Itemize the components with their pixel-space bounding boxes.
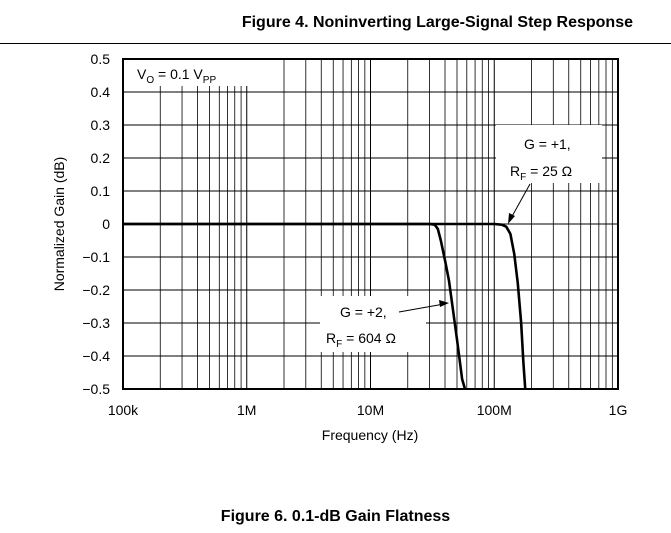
condition-label: VO = 0.1 VPP: [137, 66, 216, 86]
x-tick-labels: 100k 1M 10M 100M 1G: [108, 402, 628, 418]
x-axis-label: Frequency (Hz): [322, 427, 418, 443]
y-tick-labels: 0.5 0.4 0.3 0.2 0.1 0 −0.1 −0.2 −0.3 −0.4 −0.5: [82, 51, 110, 397]
series-layer: [123, 222, 527, 390]
annotation-g2-line1: G = +2,: [340, 304, 387, 320]
x-tick-label: 1G: [609, 402, 628, 418]
y-tick-label: 0.5: [91, 51, 111, 67]
y-tick-label: −0.2: [82, 282, 110, 298]
annotation-g2-arrow: [398, 303, 445, 313]
y-tick-label: 0: [102, 216, 110, 232]
y-tick-label: 0.1: [91, 183, 111, 199]
series-line-1: [123, 222, 527, 390]
y-tick-label: 0.3: [91, 117, 111, 133]
y-tick-label: 0.2: [91, 150, 111, 166]
y-tick-label: −0.4: [82, 348, 110, 364]
annotation-g1-arrowhead: [508, 213, 515, 224]
annotation-g2-arrowhead: [439, 300, 449, 307]
y-tick-label: 0.4: [91, 84, 111, 100]
annotation-g1-arrow: [509, 183, 531, 221]
annotation-g2-line2: RF = 604 Ω: [326, 330, 396, 350]
plot-frame: [122, 58, 619, 390]
x-tick-label: 100k: [108, 402, 139, 418]
y-axis-label: Normalized Gain (dB): [51, 157, 67, 292]
y-tick-label: −0.1: [82, 249, 110, 265]
annotation-g1-box: [496, 125, 602, 183]
annotation-g1-line1: G = +1,: [524, 136, 571, 152]
y-tick-label: −0.5: [82, 381, 110, 397]
x-tick-label: 10M: [357, 402, 384, 418]
y-tick-label: −0.3: [82, 315, 110, 331]
x-tick-label: 1M: [237, 402, 256, 418]
figure-4-caption: Figure 4. Noninverting Large-Signal Step…: [241, 14, 633, 31]
header-rule: [0, 43, 671, 44]
condition-box: [131, 60, 249, 86]
annotation-g1-line2: RF = 25 Ω: [510, 163, 572, 183]
figure-6-caption: Figure 6. 0.1-dB Gain Flatness: [220, 508, 451, 525]
x-tick-label: 100M: [477, 402, 512, 418]
annotation-g2-box: [320, 296, 426, 352]
